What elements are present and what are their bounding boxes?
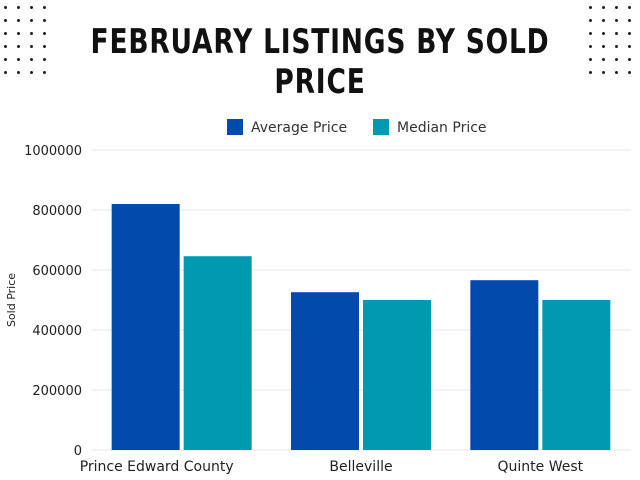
- decorative-dot: [17, 71, 20, 74]
- decorative-dot: [17, 32, 20, 35]
- decorative-dot: [602, 19, 605, 22]
- legend-label: Median Price: [397, 120, 487, 136]
- y-tick-label: 0: [74, 444, 82, 459]
- y-tick-label: 600000: [32, 264, 82, 279]
- bar-average-price: [291, 292, 359, 450]
- decorative-dot: [589, 58, 592, 61]
- legend-swatch: [227, 119, 243, 135]
- decorative-dot: [43, 58, 46, 61]
- decorative-dot: [30, 19, 33, 22]
- decorative-dot: [4, 6, 7, 9]
- x-category-label: Prince Edward County: [80, 459, 234, 475]
- decorative-dot: [17, 6, 20, 9]
- legend: Average Price Median Price: [227, 119, 487, 136]
- decorative-dot: [43, 32, 46, 35]
- legend-swatch: [373, 119, 389, 135]
- decorative-dot: [628, 32, 631, 35]
- legend-label: Average Price: [251, 120, 347, 136]
- decorative-dot: [30, 45, 33, 48]
- decorative-dot: [30, 71, 33, 74]
- decorative-dot: [30, 32, 33, 35]
- y-axis-label: Sold Price: [5, 273, 18, 327]
- decorative-dot: [589, 71, 592, 74]
- decorative-dot: [615, 58, 618, 61]
- decorative-dot: [602, 32, 605, 35]
- decorative-dot: [30, 58, 33, 61]
- decorative-dot: [602, 58, 605, 61]
- decorative-dot: [17, 45, 20, 48]
- bar-average-price: [111, 204, 180, 450]
- decorative-dot: [30, 6, 33, 9]
- grid-lines: [92, 149, 630, 451]
- bar-average-price: [470, 280, 539, 450]
- decorative-dot: [43, 19, 46, 22]
- y-tick-label: 400000: [32, 324, 82, 339]
- decorative-dot: [589, 6, 592, 9]
- decorative-dots-left: [4, 6, 51, 79]
- decorative-dot: [17, 58, 20, 61]
- decorative-dot: [589, 45, 592, 48]
- decorative-dot: [628, 71, 631, 74]
- bar-median-price: [363, 300, 431, 450]
- y-tick-label: 800000: [32, 204, 82, 219]
- bars: [111, 204, 611, 450]
- decorative-dot: [602, 45, 605, 48]
- decorative-dot: [589, 32, 592, 35]
- decorative-dot: [17, 19, 20, 22]
- y-tick-label: 200000: [32, 384, 82, 399]
- decorative-dot: [602, 71, 605, 74]
- decorative-dot: [4, 58, 7, 61]
- decorative-dot: [615, 6, 618, 9]
- decorative-dot: [615, 32, 618, 35]
- decorative-dot: [628, 6, 631, 9]
- y-axis-ticks: 0 200000 400000 600000 800000 1000000: [24, 144, 82, 459]
- decorative-dot: [615, 19, 618, 22]
- decorative-dot: [43, 6, 46, 9]
- decorative-dot: [43, 71, 46, 74]
- bar-median-price: [542, 300, 611, 450]
- decorative-dot: [4, 71, 7, 74]
- decorative-dot: [43, 45, 46, 48]
- decorative-dot: [615, 71, 618, 74]
- decorative-dot: [4, 32, 7, 35]
- x-axis-categories: Prince Edward County Belleville Quinte Wes…: [80, 459, 584, 475]
- x-category-label: Belleville: [329, 459, 392, 475]
- chart-title: FEBRUARY LISTINGS BY SOLD PRICE: [90, 22, 550, 102]
- y-tick-label: 1000000: [24, 144, 82, 159]
- decorative-dot: [628, 58, 631, 61]
- decorative-dot: [628, 19, 631, 22]
- decorative-dots-right: [589, 6, 636, 79]
- decorative-dot: [4, 19, 7, 22]
- bar-median-price: [183, 256, 252, 450]
- decorative-dot: [628, 45, 631, 48]
- decorative-dot: [4, 45, 7, 48]
- x-category-label: Quinte West: [498, 459, 584, 475]
- decorative-dot: [615, 45, 618, 48]
- decorative-dot: [602, 6, 605, 9]
- decorative-dot: [589, 19, 592, 22]
